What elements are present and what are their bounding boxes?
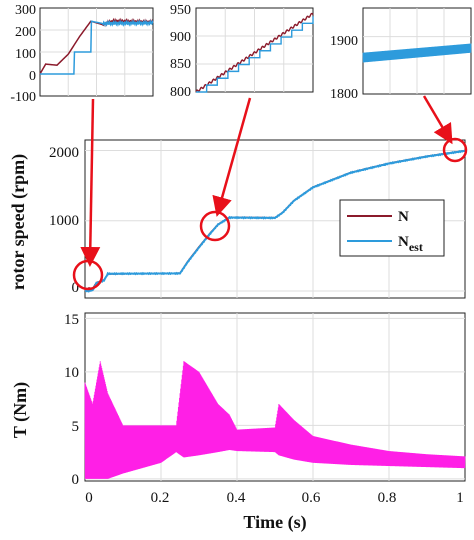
speed-ytick: 0 [72, 280, 80, 296]
zoom-arrow-2 [212, 97, 252, 217]
legend-label-nest-sub: est [409, 240, 423, 254]
speed-ytick: 2000 [49, 145, 79, 161]
inset-3-series-nest [362, 43, 472, 63]
torque-ytick: 15 [64, 312, 79, 328]
inset-2: 950 900 850 800 [170, 3, 314, 100]
inset-2-lines [195, 12, 314, 93]
torque-xtick: 0.2 [151, 490, 170, 506]
inset-3-ytick: 1900 [330, 34, 358, 49]
speed-yticks: 0 1000 2000 [49, 145, 79, 296]
inset-1-ytick: 200 [15, 25, 36, 40]
zoom-circle-3 [442, 137, 468, 163]
torque-ylabel: T (Nm) [10, 382, 31, 438]
inset-1-ytick: 100 [15, 47, 36, 62]
inset-1: 300 200 100 0 -100 [10, 3, 154, 105]
torque-xticks: 0 0.2 0.4 0.6 0.8 1 [85, 490, 464, 506]
inset-1-ytick: -100 [10, 90, 36, 105]
torque-series [84, 361, 466, 479]
legend-label-nest: Nest [398, 234, 423, 254]
inset-2-series-nest [196, 16, 314, 93]
speed-ylabel: rotor speed (rpm) [8, 154, 29, 290]
speed-lines [84, 149, 466, 293]
inset-3-ytick: 1800 [330, 87, 358, 102]
speed-ytick: 1000 [49, 213, 79, 229]
torque-xtick: 0 [85, 490, 93, 506]
torque-xtick: 0.8 [378, 490, 397, 506]
inset-1-yticks: 300 200 100 0 -100 [10, 3, 36, 105]
inset-1-lines [39, 17, 154, 75]
speed-series-nest [84, 149, 466, 293]
inset-2-series-n [195, 12, 314, 93]
inset-1-ytick: 300 [15, 3, 36, 18]
inset-2-ytick: 900 [170, 30, 191, 45]
inset-1-ytick: 0 [29, 69, 36, 84]
annotations [72, 95, 468, 291]
inset-3-yticks: 1900 1800 [330, 34, 358, 102]
legend-label-n: N [398, 209, 409, 225]
legend-label-nest-main: N [398, 234, 409, 250]
inset-3: 1900 1800 [330, 7, 472, 102]
torque-xtick: 0.4 [227, 490, 246, 506]
inset-1-series-nest [40, 19, 154, 75]
torque-ytick: 0 [72, 472, 80, 488]
torque-plot: 0 5 10 15 0 0.2 0.4 0.6 0.8 1 T (Nm) Tim… [10, 312, 466, 533]
legend-box [339, 199, 445, 257]
zoom-arrow-1 [80, 98, 101, 267]
inset-2-ytick: 950 [170, 3, 191, 18]
inset-2-ytick: 800 [170, 85, 191, 100]
torque-xtick: 0.6 [302, 490, 321, 506]
torque-xtick: 1 [456, 490, 464, 506]
inset-2-yticks: 950 900 850 800 [170, 3, 191, 100]
torque-xlabel: Time (s) [243, 512, 306, 533]
torque-lines [84, 361, 466, 479]
torque-ytick: 5 [72, 419, 80, 435]
inset-2-ytick: 850 [170, 57, 191, 72]
inset-3-lines [362, 43, 472, 63]
speed-plot: 0 1000 2000 rotor speed (rpm) N Nest [8, 139, 466, 299]
torque-ytick: 10 [64, 365, 79, 381]
torque-yticks: 0 5 10 15 [64, 312, 79, 488]
speed-legend: N Nest [339, 199, 445, 257]
zoom-arrow-3 [422, 95, 453, 145]
